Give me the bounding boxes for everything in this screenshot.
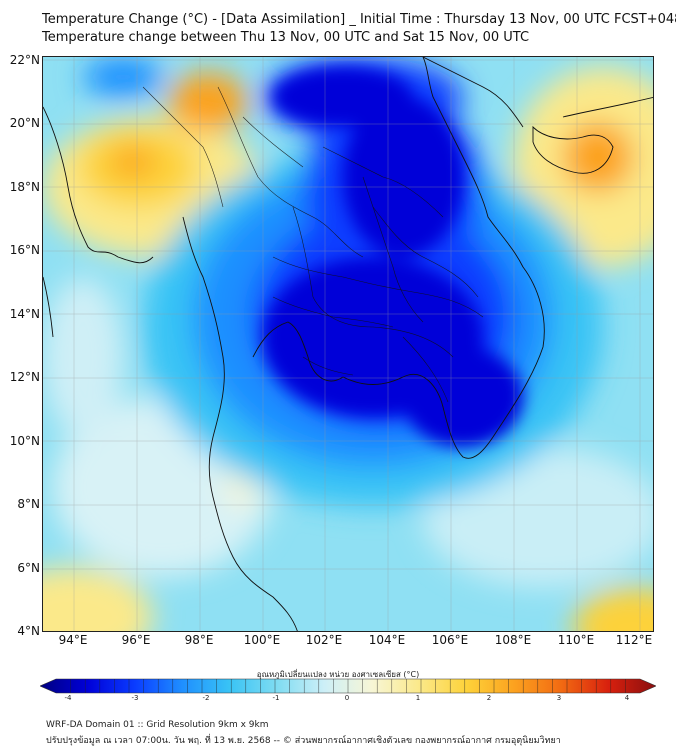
- cold-core: [263, 67, 523, 447]
- lat-label: 20°N: [9, 116, 40, 130]
- lon-label: 96°E: [121, 633, 151, 647]
- lat-label: 10°N: [9, 434, 40, 448]
- colorbar-tick-label: -4: [64, 694, 72, 702]
- colorbar-title: อุณหภูมิเปลี่ยนแปลง หน่วย องศาเซลเซียส (…: [256, 670, 420, 679]
- colorbar-tick-label: -3: [131, 694, 139, 702]
- lat-label: 12°N: [9, 370, 40, 384]
- admin-borders: [142, 86, 484, 403]
- footer-model-info: WRF-DA Domain 01 :: Grid Resolution 9km …: [46, 720, 269, 730]
- graticule: [43, 57, 653, 631]
- colorbar-tick-label: 0: [344, 694, 350, 702]
- footer-credit: ปรับปรุงข้อมูล ณ เวลา 07:00น. วัน พฤ. ที…: [46, 736, 561, 746]
- temperature-change-map: [42, 56, 654, 632]
- colorbar-tick-label: 1: [415, 694, 421, 702]
- lon-label: 98°E: [184, 633, 214, 647]
- lon-label: 102°E: [305, 633, 343, 647]
- lat-label: 4°N: [17, 624, 40, 638]
- lat-label: 16°N: [9, 243, 40, 257]
- lon-label: 100°E: [243, 633, 281, 647]
- lon-label: 108°E: [494, 633, 532, 647]
- lat-label: 18°N: [9, 180, 40, 194]
- colorbar-tick-label: -2: [202, 694, 210, 702]
- map-title: Temperature Change (°C) - [Data Assimila…: [42, 12, 676, 27]
- lon-label: 112°E: [615, 633, 653, 647]
- lat-label: 14°N: [9, 307, 40, 321]
- colorbar-tick-label: 2: [486, 694, 492, 702]
- lat-label: 22°N: [9, 53, 40, 67]
- lon-label: 104°E: [368, 633, 406, 647]
- map-subtitle: Temperature change between Thu 13 Nov, 0…: [42, 30, 530, 45]
- colorbar-tick-label: -1: [272, 694, 280, 702]
- lon-label: 110°E: [557, 633, 595, 647]
- coastlines: [43, 57, 653, 631]
- colorbar-tick-label: 4: [624, 694, 630, 702]
- colorbar-tick-label: 3: [556, 694, 562, 702]
- lon-label: 94°E: [58, 633, 88, 647]
- lon-label: 106°E: [431, 633, 469, 647]
- lat-label: 6°N: [17, 561, 40, 575]
- colorbar: [40, 678, 656, 694]
- map-canvas: [43, 57, 653, 631]
- lat-label: 8°N: [17, 497, 40, 511]
